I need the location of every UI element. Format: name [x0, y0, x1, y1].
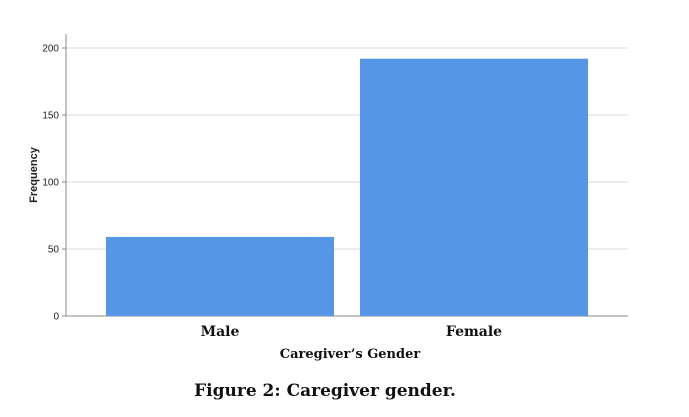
x-tick-label-female: Female	[446, 324, 502, 340]
x-axis-label: Caregiver’s Gender	[280, 347, 421, 362]
x-tick-label-male: Male	[201, 324, 240, 340]
y-tick-label: 50	[48, 245, 60, 256]
y-tick-label: 150	[42, 111, 59, 122]
bar-female	[360, 58, 588, 316]
y-tick-label: 0	[53, 312, 59, 323]
y-tick-label: 200	[42, 44, 59, 55]
x-category-labels: Male Female	[201, 324, 503, 340]
y-tick-labels: 0 50 100 150 200	[42, 44, 66, 323]
y-tick-label: 100	[42, 178, 59, 189]
figure-caption: Figure 2: Caregiver gender.	[194, 381, 456, 401]
bar-male	[106, 236, 334, 316]
y-axis-label: Frequency	[28, 146, 40, 203]
bars	[106, 58, 588, 316]
